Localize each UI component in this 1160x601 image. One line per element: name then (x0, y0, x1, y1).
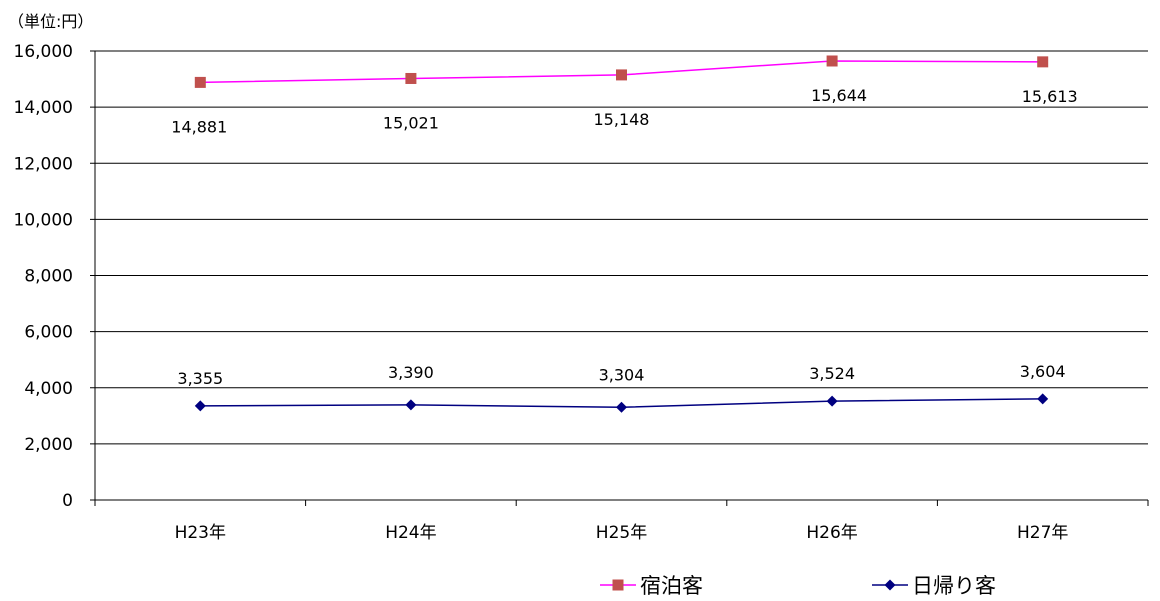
marker-diamond (405, 399, 417, 411)
labels-layer: 14,881 15,021 15,148 15,644 15,613 3,355 3,390… (171, 86, 1077, 388)
marker-square (826, 55, 838, 67)
legend-label: 日帰り客 (912, 574, 996, 598)
y-tick-label: 16,000 (14, 42, 73, 62)
marker-square (194, 76, 206, 88)
legend-marker-diamond (884, 579, 896, 591)
marker-square (1037, 56, 1049, 68)
marker-square (405, 72, 417, 84)
y-tick-label: 14,000 (14, 98, 73, 118)
y-tick-label: 10,000 (14, 210, 73, 230)
legend-item: 日帰り客 (872, 574, 996, 598)
marker-diamond (826, 395, 838, 407)
y-tick-label: 4,000 (24, 379, 73, 399)
y-tick-label: 0 (62, 491, 73, 511)
data-label: 3,355 (177, 369, 223, 388)
marker-square (616, 69, 627, 81)
x-tick-label: H25年 (596, 523, 647, 543)
legend-item: 宿泊客 (600, 574, 703, 598)
x-tick-label: H24年 (385, 523, 436, 543)
legend-marker-square (612, 579, 624, 591)
legend-label: 宿泊客 (640, 574, 703, 598)
y-tick-label: 6,000 (24, 323, 73, 343)
marker-diamond (616, 401, 627, 413)
y-tick-label: 12,000 (14, 154, 73, 174)
marker-diamond (194, 400, 206, 412)
y-tick-label: 2,000 (24, 435, 73, 455)
unit-label: （単位:円） (8, 12, 93, 31)
data-label: 3,390 (388, 363, 434, 382)
gridlines (95, 50, 1148, 501)
data-label: 14,881 (171, 117, 227, 136)
axes: 0 2,000 4,000 6,000 8,000 10,000 12,000 14,000 1… (14, 42, 1149, 543)
series-layer (194, 55, 1049, 413)
marker-diamond (1037, 393, 1049, 405)
legend: 宿泊客 日帰り客 (600, 574, 996, 598)
x-tick-label: H23年 (175, 523, 226, 543)
data-label: 15,148 (594, 110, 650, 129)
y-tick-label: 8,000 (24, 267, 73, 287)
data-label: 3,304 (599, 365, 645, 384)
data-label: 3,604 (1020, 362, 1066, 381)
data-label: 15,613 (1022, 87, 1078, 106)
x-tick-label: H27年 (1017, 523, 1068, 543)
data-label: 3,524 (809, 364, 855, 383)
x-tick-label: H26年 (806, 523, 857, 543)
data-label: 15,644 (811, 86, 867, 105)
data-label: 15,021 (383, 113, 439, 132)
